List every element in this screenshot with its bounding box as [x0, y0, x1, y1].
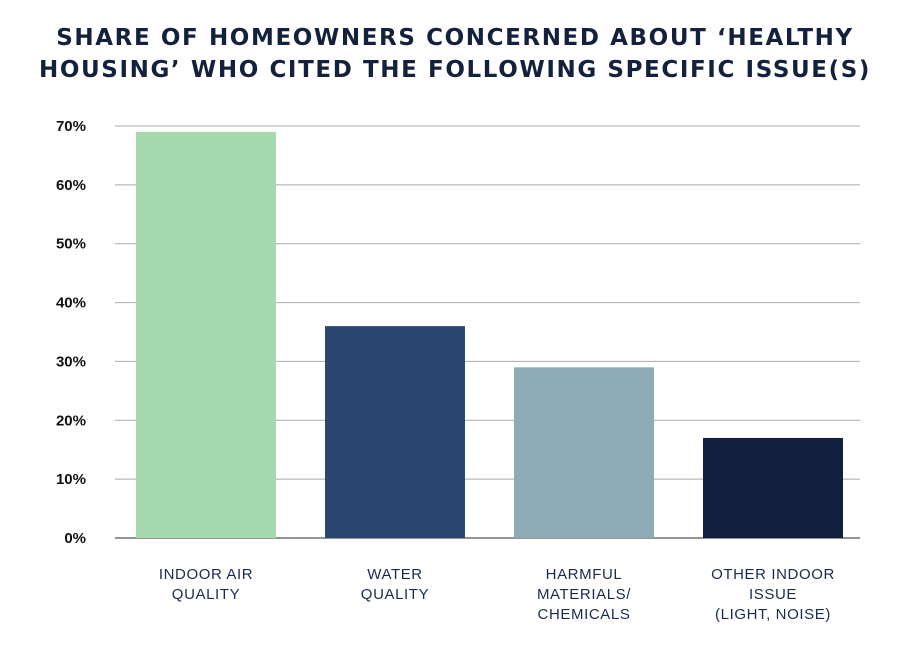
x-category-label: HARMFUL MATERIALS/CHEMICALS — [537, 566, 631, 623]
y-tick-label: 70% — [56, 118, 86, 135]
y-axis-ticks: 0% 10% 20% 30% 40% 50% 60% 70% — [56, 118, 86, 547]
x-category-label: OTHER INDOOR ISSUE (LIGHT, NOISE) — [711, 566, 835, 623]
y-tick-label: 60% — [56, 177, 86, 194]
chart-title-line-2: HOUSING’ WHO CITED THE FOLLOWING SPECIFI… — [39, 57, 871, 83]
bar — [136, 131, 276, 538]
y-tick-label: 0% — [64, 530, 86, 547]
bar — [325, 326, 465, 538]
x-category-label: INDOOR AIR QUALITY — [159, 566, 253, 603]
x-axis-labels: INDOOR AIR QUALITY WATER QUALITY HARMFUL MATE… — [159, 566, 835, 623]
y-tick-label: 50% — [56, 236, 86, 253]
y-tick-label: 10% — [56, 471, 86, 488]
bar — [514, 367, 654, 538]
x-category-label: WATER QUALITY — [361, 566, 429, 603]
y-tick-label: 40% — [56, 295, 86, 312]
bars — [136, 131, 843, 538]
bar — [703, 437, 843, 538]
chart-title: SHARE OF HOMEOWNERS CONCERNED ABOUT ‘HEA… — [0, 22, 910, 86]
y-tick-label: 30% — [56, 353, 86, 370]
chart-title-line-1: SHARE OF HOMEOWNERS CONCERNED ABOUT ‘HEA… — [56, 25, 854, 51]
y-tick-label: 20% — [56, 412, 86, 429]
